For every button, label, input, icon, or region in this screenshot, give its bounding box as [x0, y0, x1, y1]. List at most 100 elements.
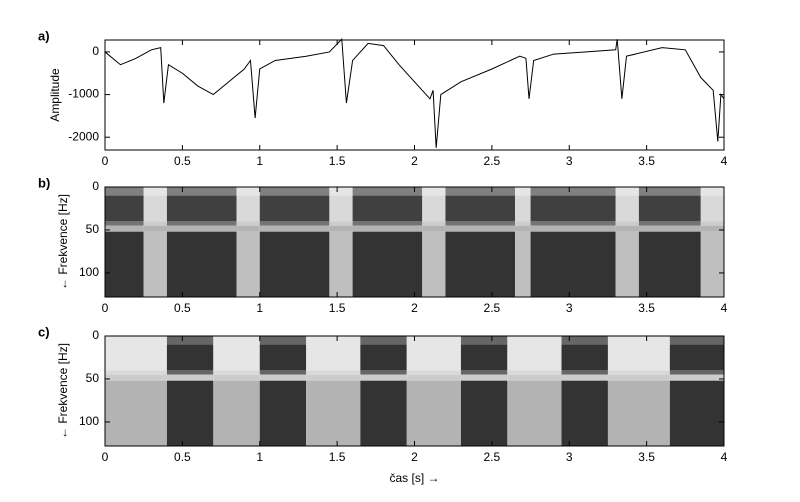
heatmap-cell [561, 344, 608, 371]
heatmap-cell [105, 380, 167, 446]
heatmap-cell [105, 221, 144, 226]
x-tick-label: 4 [721, 301, 728, 315]
heatmap-cell [515, 187, 531, 196]
heatmap-cell [507, 374, 562, 381]
heatmap-cell [306, 336, 361, 345]
heatmap-cell [669, 336, 724, 345]
panel-label: a) [38, 28, 50, 43]
heatmap-cell [105, 231, 144, 297]
heatmap-cell [236, 231, 260, 297]
heatmap-cell [507, 370, 562, 375]
heatmap-cell [213, 380, 260, 446]
x-tick-label: 0 [102, 450, 109, 464]
heatmap-cell [507, 344, 562, 371]
x-tick-label: 4 [721, 450, 728, 464]
heatmap-cell [406, 374, 461, 381]
heatmap-cell [360, 380, 407, 446]
heatmap-cell [360, 336, 407, 345]
heatmap-cell [329, 187, 353, 196]
heatmap-cell [615, 221, 639, 226]
heatmap-cell [460, 380, 508, 446]
heatmap-cell [669, 370, 724, 375]
x-tick-label: 3 [566, 301, 573, 315]
heatmap-cell [669, 344, 724, 371]
x-tick-label: 0.5 [174, 154, 191, 168]
heatmap-cell [259, 336, 307, 345]
y-tick-label: 0 [92, 179, 99, 193]
heatmap-cell [105, 374, 167, 381]
heatmap-cell [700, 187, 724, 196]
heatmap-cell [259, 380, 307, 446]
heatmap-cell [105, 336, 167, 345]
heatmap-cell [607, 380, 670, 446]
heatmap-cell [530, 231, 616, 297]
heatmap-cell [259, 221, 330, 226]
heatmap-cell [561, 336, 608, 345]
heatmap-cell [213, 370, 260, 375]
heatmap-cell [530, 195, 616, 222]
heatmap-cell [607, 374, 670, 381]
heatmap-cell [445, 225, 516, 232]
y-tick-label: -1000 [68, 87, 99, 101]
heatmap-cell [700, 225, 724, 232]
panel-label: b) [38, 175, 50, 190]
heatmap-cell [460, 374, 508, 381]
heatmap-cell [406, 370, 461, 375]
signal-line [104, 37, 725, 148]
heatmap-cell [259, 344, 307, 371]
y-axis-label: ← Frekvence [Hz] [56, 194, 70, 290]
heatmap-cell [306, 380, 361, 446]
x-tick-label: 1.5 [329, 450, 346, 464]
heatmap-cell [352, 225, 423, 232]
heatmap-cell [460, 336, 508, 345]
heatmap-cell [259, 374, 307, 381]
heatmap-cell [515, 225, 531, 232]
heatmap-cell [143, 225, 167, 232]
x-tick-label: 3.5 [638, 301, 655, 315]
x-tick-label: 2.5 [484, 301, 501, 315]
heatmap-cell [561, 380, 608, 446]
y-tick-label: 100 [79, 414, 99, 428]
x-tick-label: 1 [256, 450, 263, 464]
x-tick-label: 0.5 [174, 301, 191, 315]
heatmap-cell [105, 187, 144, 196]
heatmap-cell [507, 380, 562, 446]
x-tick-label: 1 [256, 154, 263, 168]
heatmap-cell [105, 370, 167, 375]
heatmap-cell [213, 336, 260, 345]
heatmap-cell [329, 221, 353, 226]
panel-label: c) [38, 324, 50, 339]
x-tick-label: 4 [721, 154, 728, 168]
x-tick-label: 2 [411, 301, 418, 315]
y-axis-label: ← Frekvence [Hz] [56, 343, 70, 439]
y-tick-label: 50 [86, 371, 100, 385]
x-tick-label: 1.5 [329, 301, 346, 315]
heatmap-cell [236, 225, 260, 232]
heatmap-cell [561, 370, 608, 375]
heatmap-cell [638, 187, 701, 196]
heatmap-cell [615, 225, 639, 232]
heatmap-cell [406, 344, 461, 371]
heatmap-cell [406, 380, 461, 446]
y-tick-label: -2000 [68, 129, 99, 143]
x-tick-label: 3 [566, 154, 573, 168]
x-tick-label: 0 [102, 301, 109, 315]
heatmap-cell [700, 231, 724, 297]
heatmap-cell [166, 374, 214, 381]
heatmap-cell [329, 195, 353, 222]
heatmap-cell [259, 370, 307, 375]
x-tick-label: 1 [256, 301, 263, 315]
x-tick-label: 1.5 [329, 154, 346, 168]
heatmap-cell [143, 231, 167, 297]
heatmap-cell [422, 221, 446, 226]
axes-box [104, 39, 725, 151]
y-tick-label: 0 [92, 328, 99, 342]
x-tick-label: 0.5 [174, 450, 191, 464]
heatmap-cell [166, 336, 214, 345]
heatmap-cell [360, 374, 407, 381]
heatmap-cell [259, 195, 330, 222]
heatmap-cell [352, 195, 423, 222]
heatmap-cell [669, 374, 724, 381]
heatmap-cell [143, 221, 167, 226]
